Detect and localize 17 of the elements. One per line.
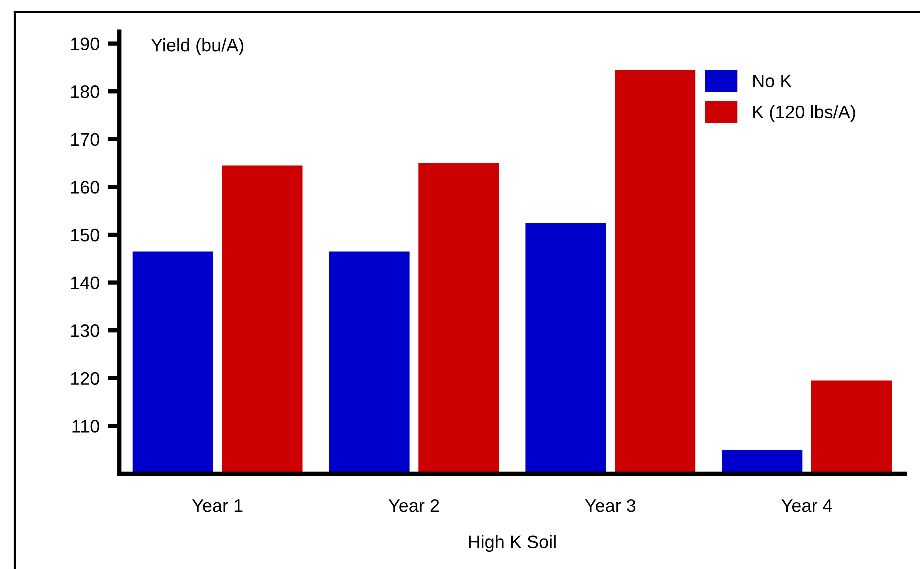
- y-tick-label: 110: [72, 420, 100, 433]
- y-tick-label: 140: [71, 276, 100, 290]
- y-tick-label: 160: [71, 181, 100, 194]
- y-tick-label: 180: [71, 86, 100, 98]
- legend-label: K (120 lbs/A): [754, 105, 856, 122]
- legend-label: No K: [754, 74, 792, 88]
- y-tick-label: 150: [71, 228, 100, 242]
- y-tick-label: 120: [71, 372, 100, 386]
- y-tick-label: 190: [71, 38, 100, 51]
- y-tick-label: 170: [71, 133, 100, 146]
- y-axis-title: Yield (bu/A): [151, 38, 244, 56]
- x-tick-label: Year 1: [192, 500, 243, 512]
- x-tick-label: Year 3: [585, 499, 636, 512]
- x-tick-label: Year 4: [782, 500, 832, 512]
- y-tick-label: 130: [71, 324, 100, 338]
- x-axis-title: High K Soil: [469, 535, 556, 552]
- x-tick-label: Year 2: [388, 499, 440, 512]
